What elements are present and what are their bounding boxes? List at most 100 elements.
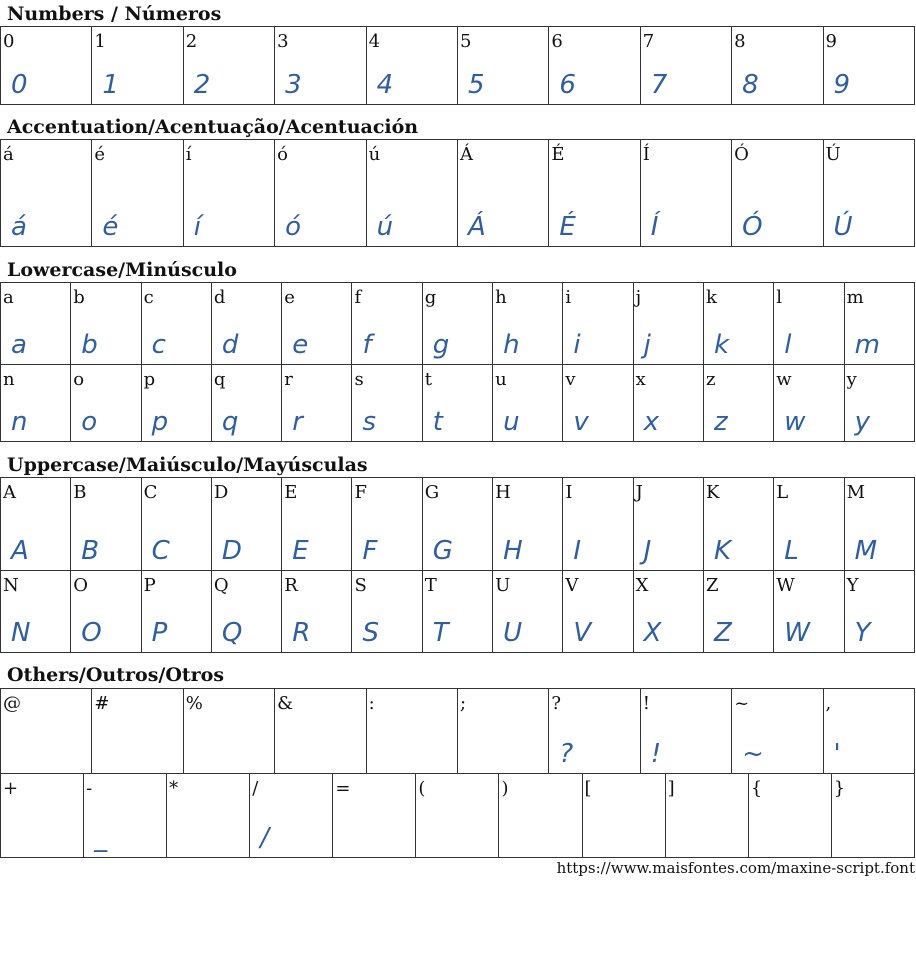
glyph-sample: é — [102, 212, 119, 242]
char-label: N — [3, 575, 19, 596]
char-label: 3 — [277, 31, 289, 52]
glyph-sample: Í — [650, 212, 659, 242]
char-label: r — [284, 369, 293, 390]
char-label: j — [635, 287, 642, 308]
glyph-sample: P — [151, 618, 168, 648]
glyph-sample: e — [292, 330, 309, 360]
glyph-sample: g — [432, 330, 450, 360]
section-title: Lowercase/Minúsculo — [7, 259, 237, 281]
glyph-sample: Á — [467, 212, 486, 242]
char-label: w — [776, 369, 792, 390]
char-label: ? — [551, 693, 561, 714]
glyph-sample: c — [151, 330, 166, 360]
glyph-sample: I — [573, 536, 582, 566]
glyph-cell: ) — [498, 773, 583, 858]
glyph-sample: 3 — [285, 70, 302, 100]
glyph-sample: j — [643, 330, 651, 360]
glyph-sample: t — [432, 407, 443, 437]
glyph-cell: @ — [0, 688, 93, 774]
char-label: E — [284, 482, 298, 503]
char-label: á — [3, 144, 14, 165]
char-label: ) — [501, 778, 509, 799]
glyph-sample: V — [573, 618, 592, 648]
glyph-sample: O — [81, 618, 102, 648]
glyph-sample: n — [11, 407, 28, 437]
glyph-sample: y — [854, 407, 870, 437]
char-label: u — [495, 369, 507, 390]
char-label: Y — [846, 575, 859, 596]
glyph-sample: H — [503, 536, 523, 566]
char-label: } — [833, 778, 846, 799]
glyph-sample: w — [784, 407, 806, 437]
char-label: L — [776, 482, 789, 503]
char-label: @ — [3, 693, 21, 714]
glyph-cell: # — [91, 688, 184, 774]
glyph-cell: , ' — [822, 688, 916, 774]
glyph-sample: 9 — [833, 70, 851, 100]
glyph-sample: L — [784, 536, 799, 566]
char-label: Ú — [825, 144, 841, 165]
glyph-sample: k — [713, 330, 730, 360]
char-label: H — [495, 482, 511, 503]
glyph-sample: U — [503, 618, 523, 648]
char-label: Ó — [734, 144, 749, 165]
glyph-cell: { — [747, 773, 832, 858]
char-label: : — [368, 693, 375, 714]
glyph-sample: R — [292, 618, 311, 648]
glyph-sample: F — [362, 536, 378, 566]
glyph-sample: 7 — [650, 70, 668, 100]
char-label: h — [495, 287, 507, 308]
glyph-sample: ú — [376, 212, 394, 242]
glyph-sample: d — [221, 330, 239, 360]
char-label: W — [776, 575, 795, 596]
char-label: Á — [459, 144, 473, 165]
glyph-sample: M — [854, 536, 877, 566]
glyph-sample: 5 — [467, 70, 485, 100]
char-label: 4 — [368, 31, 381, 52]
char-label: d — [213, 287, 226, 308]
char-label: 1 — [94, 31, 106, 52]
char-label: % — [185, 693, 203, 714]
char-label: - — [86, 778, 93, 799]
char-label: U — [495, 575, 511, 596]
glyph-sample: J — [643, 536, 652, 566]
char-label: m — [846, 287, 864, 308]
glyph-cell: ; — [456, 688, 550, 774]
char-label: P — [143, 575, 156, 596]
char-label: 5 — [459, 31, 472, 52]
glyph-sample: 0 — [11, 70, 28, 100]
glyph-cell: + — [0, 773, 85, 858]
glyph-cell: ( — [415, 773, 500, 858]
char-label: y — [846, 369, 857, 390]
char-label: É — [551, 144, 565, 165]
glyph-sample: Y — [854, 618, 871, 648]
glyph-sample: 8 — [742, 70, 759, 100]
footer-url[interactable]: https://www.maisfontes.com/maxine-script… — [556, 859, 915, 877]
